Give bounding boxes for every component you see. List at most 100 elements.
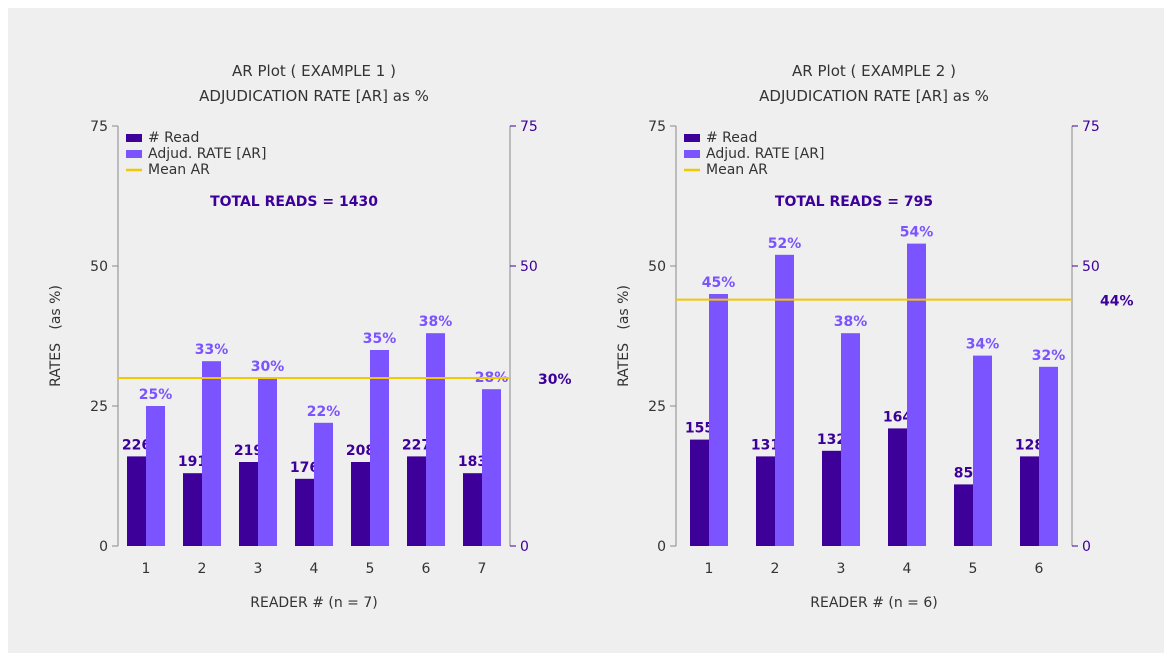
ar-bar bbox=[1039, 366, 1058, 546]
left-tick-label: 0 bbox=[99, 539, 108, 555]
legend-label-read: # Read bbox=[706, 130, 757, 146]
ar-bar bbox=[314, 422, 333, 546]
chart-title: AR Plot ( EXAMPLE 1 ) bbox=[232, 62, 396, 80]
read-bar bbox=[1020, 456, 1039, 546]
ar-bar-label: 30% bbox=[251, 359, 285, 375]
read-bar bbox=[183, 473, 202, 546]
left-tick-label: 50 bbox=[648, 259, 666, 275]
right-tick-label: 50 bbox=[1082, 259, 1100, 275]
read-bar bbox=[690, 439, 709, 546]
ar-bar-label: 22% bbox=[307, 404, 341, 420]
left-tick-label: 50 bbox=[90, 259, 108, 275]
x-axis-label: READER # (n = 7) bbox=[250, 595, 377, 611]
read-bar-label: 85 bbox=[954, 465, 973, 481]
ar-bar-label: 38% bbox=[834, 314, 868, 330]
read-bar bbox=[954, 484, 973, 546]
legend-swatch-read bbox=[126, 134, 142, 142]
ar-bar-label: 38% bbox=[419, 314, 453, 330]
read-bar-label: 183 bbox=[458, 454, 487, 470]
legend-label-mean: Mean AR bbox=[148, 162, 210, 178]
legend-label-ar: Adjud. RATE [AR] bbox=[706, 146, 825, 162]
read-bar-label: 191 bbox=[178, 454, 207, 470]
read-bar bbox=[822, 450, 841, 546]
ar-bar bbox=[775, 254, 794, 547]
read-bar-label: 176 bbox=[290, 460, 319, 476]
category-tick-label: 6 bbox=[422, 561, 431, 577]
read-bar bbox=[756, 456, 775, 546]
ar-bar-label: 32% bbox=[1032, 348, 1066, 364]
figure-svg: AR Plot ( EXAMPLE 1 ) ADJUDICATION RATE [… bbox=[48, 62, 1134, 611]
ar-bar bbox=[841, 333, 860, 546]
read-bar-label: 131 bbox=[751, 437, 780, 453]
category-tick-label: 7 bbox=[478, 561, 487, 577]
ar-bar-label: 54% bbox=[900, 225, 934, 241]
read-bar bbox=[888, 428, 907, 546]
category-tick-label: 4 bbox=[903, 561, 912, 577]
ar-bar bbox=[482, 389, 501, 546]
chart-subtitle: ADJUDICATION RATE [AR] as % bbox=[199, 87, 429, 105]
read-bar-label: 155 bbox=[685, 421, 714, 437]
category-tick-label: 6 bbox=[1035, 561, 1044, 577]
legend-label-read: # Read bbox=[148, 130, 199, 146]
ar-bar-label: 34% bbox=[966, 337, 1000, 353]
left-tick-label: 25 bbox=[648, 399, 666, 415]
read-bar-label: 226 bbox=[122, 437, 151, 453]
y-axis-label: RATES (as %) bbox=[48, 285, 64, 387]
chart-1: AR Plot ( EXAMPLE 1 ) ADJUDICATION RATE [… bbox=[48, 62, 572, 611]
category-tick-label: 3 bbox=[254, 561, 263, 577]
read-bar-label: 219 bbox=[234, 443, 263, 459]
total-reads-label: TOTAL READS = 1430 bbox=[210, 194, 378, 210]
right-tick-label: 50 bbox=[520, 259, 538, 275]
total-reads-label: TOTAL READS = 795 bbox=[775, 194, 933, 210]
legend-swatch-ar bbox=[126, 150, 142, 158]
category-tick-label: 2 bbox=[198, 561, 207, 577]
read-bar bbox=[295, 478, 314, 546]
ar-bar-label: 33% bbox=[195, 342, 229, 358]
ar-bar-label: 35% bbox=[363, 331, 397, 347]
right-tick-label: 75 bbox=[1082, 119, 1100, 135]
ar-bar bbox=[202, 361, 221, 546]
figure-canvas: AR Plot ( EXAMPLE 1 ) ADJUDICATION RATE [… bbox=[8, 8, 1164, 653]
read-bar bbox=[239, 462, 258, 546]
category-tick-label: 2 bbox=[771, 561, 780, 577]
mean-ar-label: 30% bbox=[538, 372, 572, 388]
ar-bar bbox=[258, 378, 277, 546]
ar-bar bbox=[426, 333, 445, 546]
category-tick-label: 1 bbox=[142, 561, 151, 577]
category-tick-label: 3 bbox=[837, 561, 846, 577]
category-tick-label: 5 bbox=[366, 561, 375, 577]
ar-bar bbox=[146, 406, 165, 546]
legend-label-ar: Adjud. RATE [AR] bbox=[148, 146, 267, 162]
legend-swatch-read bbox=[684, 134, 700, 142]
read-bar bbox=[127, 456, 146, 546]
ar-bar-label: 52% bbox=[768, 236, 802, 252]
mean-ar-label: 44% bbox=[1100, 294, 1134, 310]
read-bar-label: 132 bbox=[817, 432, 846, 448]
read-bar-label: 227 bbox=[402, 437, 431, 453]
right-tick-label: 0 bbox=[520, 539, 529, 555]
ar-bar bbox=[370, 350, 389, 546]
x-axis-label: READER # (n = 6) bbox=[810, 595, 937, 611]
read-bar bbox=[351, 462, 370, 546]
y-axis-label: RATES (as %) bbox=[616, 285, 632, 387]
ar-bar-label: 45% bbox=[702, 275, 736, 291]
left-tick-label: 0 bbox=[657, 539, 666, 555]
right-tick-label: 0 bbox=[1082, 539, 1091, 555]
read-bar-label: 164 bbox=[883, 409, 912, 425]
read-bar-label: 208 bbox=[346, 443, 375, 459]
category-tick-label: 1 bbox=[705, 561, 714, 577]
chart-2: AR Plot ( EXAMPLE 2 ) ADJUDICATION RATE [… bbox=[616, 62, 1134, 611]
left-tick-label: 25 bbox=[90, 399, 108, 415]
left-tick-label: 75 bbox=[648, 119, 666, 135]
read-bar bbox=[407, 456, 426, 546]
left-tick-label: 75 bbox=[90, 119, 108, 135]
legend-swatch-ar bbox=[684, 150, 700, 158]
ar-bar bbox=[907, 243, 926, 546]
ar-bar-label: 25% bbox=[139, 387, 173, 403]
read-bar bbox=[463, 473, 482, 546]
ar-bar bbox=[709, 294, 728, 546]
category-tick-label: 4 bbox=[310, 561, 319, 577]
category-tick-label: 5 bbox=[969, 561, 978, 577]
